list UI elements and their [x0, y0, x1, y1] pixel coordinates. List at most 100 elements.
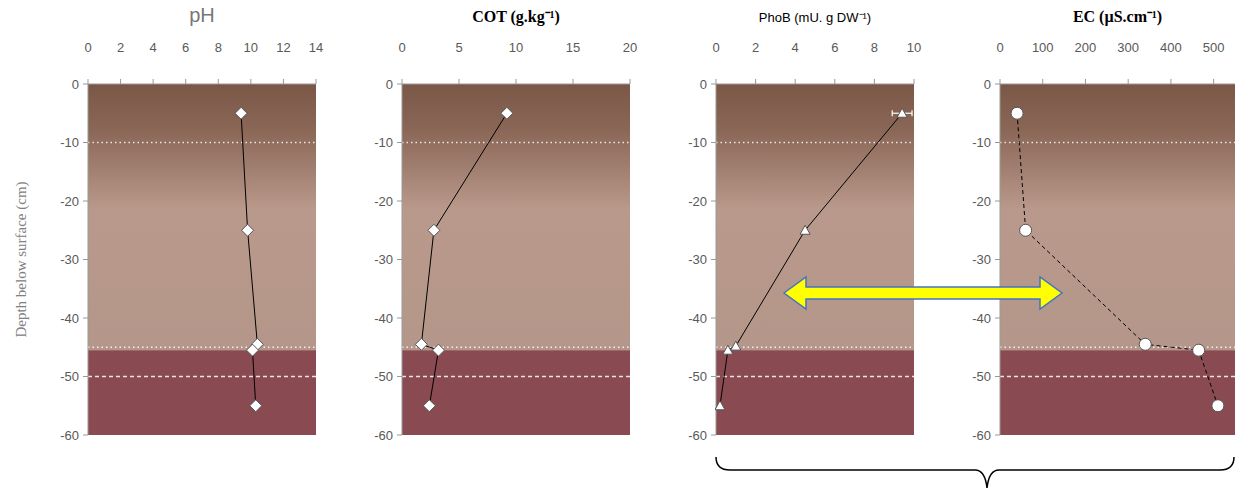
x-tick — [573, 79, 574, 84]
y-tick — [83, 376, 88, 377]
marker — [235, 107, 247, 119]
x-tick-label: 400 — [1160, 40, 1182, 55]
y-tick — [995, 84, 1000, 85]
horizon-line — [402, 142, 630, 144]
x-tick-label: 15 — [566, 40, 580, 55]
x-tick — [1170, 79, 1171, 84]
error-cap — [911, 110, 912, 116]
y-tick-label: -60 — [972, 428, 991, 443]
y-tick — [995, 376, 1000, 377]
error-cap — [892, 110, 893, 116]
y-tick-label: -40 — [972, 311, 991, 326]
x-axis — [716, 84, 914, 85]
panel: 024681012140-10-20-30-40-50-60pHDepth be… — [13, 4, 323, 443]
marker — [723, 345, 733, 354]
horizon-line — [716, 142, 914, 144]
y-tick-label: -20 — [972, 194, 991, 209]
marker — [897, 108, 907, 117]
x-tick-label: 8 — [871, 40, 878, 55]
y-tick — [995, 142, 1000, 143]
x-tick — [402, 79, 403, 84]
y-tick — [83, 318, 88, 319]
x-tick — [218, 79, 219, 84]
horizon-line — [88, 142, 316, 144]
horizon-line — [716, 376, 914, 378]
marker — [250, 400, 262, 412]
marker — [428, 224, 440, 236]
horizon-line — [88, 347, 316, 349]
x-tick — [795, 79, 796, 84]
marker — [246, 344, 258, 356]
x-tick — [1085, 79, 1086, 84]
y-tick-label: -20 — [374, 194, 393, 209]
x-tick — [1000, 79, 1001, 84]
y-tick — [711, 435, 716, 436]
y-tick — [397, 318, 402, 319]
horizon-line — [1000, 142, 1235, 144]
x-tick — [1213, 79, 1214, 84]
y-tick-label: 0 — [386, 77, 393, 92]
profile-line — [1017, 113, 1218, 406]
x-tick-label: 10 — [907, 40, 921, 55]
profile-line — [241, 113, 257, 406]
panel-title: PhoB (mU. g DW⁻¹) — [759, 10, 871, 25]
marker — [501, 107, 513, 119]
horizon-line — [88, 376, 316, 378]
x-tick-label: 300 — [1117, 40, 1139, 55]
y-tick — [83, 435, 88, 436]
y-tick — [711, 84, 716, 85]
marker — [415, 338, 427, 350]
marker — [731, 341, 741, 350]
profile-line — [720, 113, 902, 406]
y-tick-label: -20 — [688, 194, 707, 209]
y-tick — [995, 318, 1000, 319]
y-tick-label: -60 — [60, 428, 79, 443]
marker — [715, 401, 725, 410]
x-tick — [120, 79, 121, 84]
y-tick-label: -10 — [972, 135, 991, 150]
data-group — [715, 108, 912, 410]
x-tick-label: 500 — [1203, 40, 1225, 55]
x-tick — [459, 79, 460, 84]
y-tick — [83, 201, 88, 202]
marker — [1020, 224, 1032, 236]
upper-layer — [88, 84, 316, 350]
x-tick-label: 20 — [623, 40, 637, 55]
x-tick — [914, 79, 915, 84]
x-tick-label: 2 — [752, 40, 759, 55]
x-tick — [88, 79, 89, 84]
y-tick — [711, 376, 716, 377]
x-axis — [88, 84, 316, 85]
x-tick — [834, 79, 835, 84]
y-tick — [397, 259, 402, 260]
upper-layer — [716, 84, 914, 350]
y-tick — [711, 259, 716, 260]
marker — [432, 344, 444, 356]
y-tick — [711, 318, 716, 319]
x-tick-label: 0 — [398, 40, 405, 55]
y-tick — [397, 201, 402, 202]
panel-title: EC (µS.cm⁻¹) — [1073, 8, 1162, 26]
y-tick-label: -40 — [688, 311, 707, 326]
x-tick-label: 14 — [309, 40, 323, 55]
marker — [1011, 107, 1023, 119]
x-tick-label: 6 — [831, 40, 838, 55]
x-tick-label: 10 — [509, 40, 523, 55]
x-tick-label: 8 — [215, 40, 222, 55]
y-tick — [397, 435, 402, 436]
panel-title: pH — [189, 4, 215, 26]
y-tick — [83, 259, 88, 260]
y-tick-label: -40 — [374, 311, 393, 326]
y-tick-label: -10 — [60, 135, 79, 150]
y-tick-label: 0 — [700, 77, 707, 92]
x-tick-label: 2 — [117, 40, 124, 55]
horizon-line — [716, 347, 914, 349]
upper-layer — [402, 84, 630, 350]
y-tick — [397, 84, 402, 85]
y-tick-label: -40 — [60, 311, 79, 326]
y-tick-label: -10 — [374, 135, 393, 150]
horizon-line — [1000, 376, 1235, 378]
x-tick-label: 200 — [1075, 40, 1097, 55]
panel: 051015200-10-20-30-40-50-60COT (g.kg⁻¹) — [374, 8, 637, 443]
y-tick-label: -60 — [688, 428, 707, 443]
